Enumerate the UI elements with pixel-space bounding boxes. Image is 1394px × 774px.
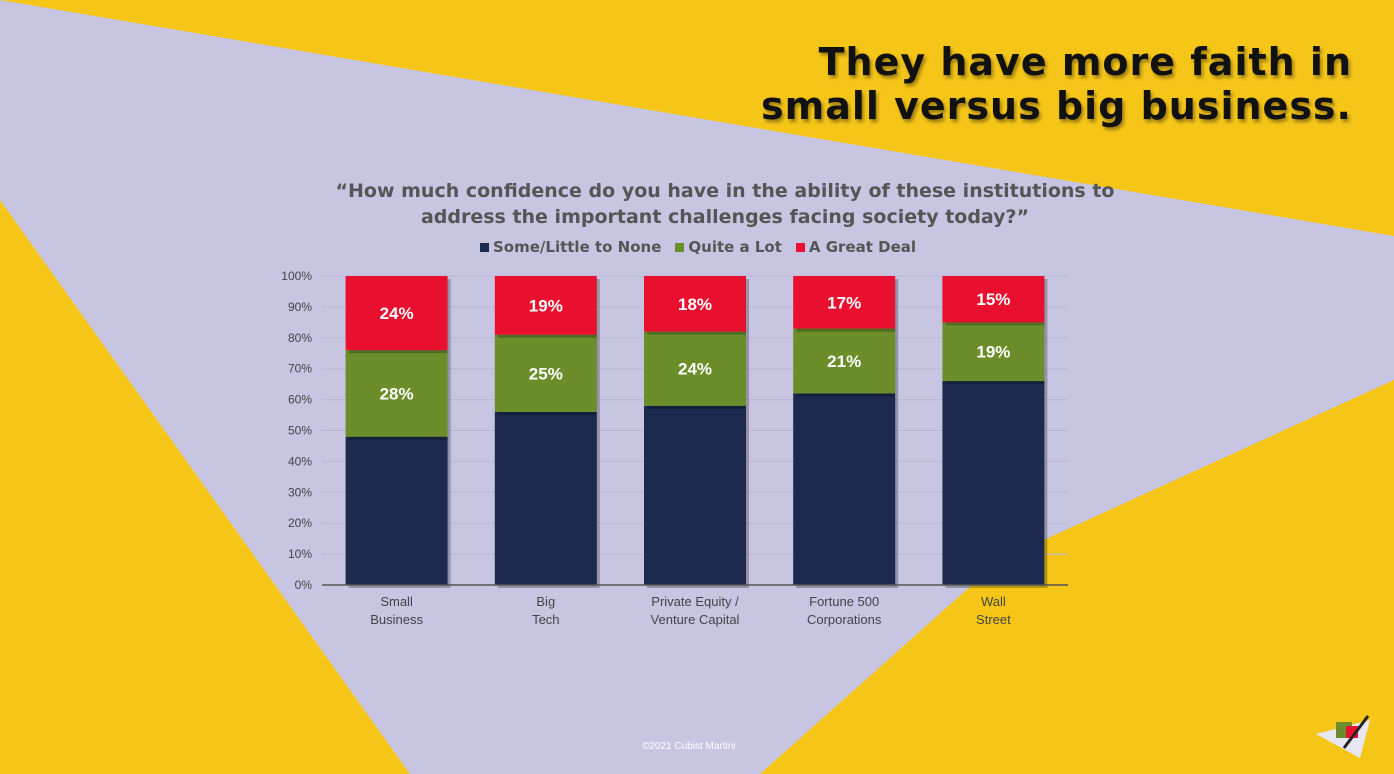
legend-label: Some/Little to None: [493, 238, 662, 256]
bar-segment-1: [942, 322, 1045, 382]
headline-line-1: They have more faith in: [818, 40, 1352, 84]
data-label: 28%: [380, 384, 414, 403]
x-tick-label: Tech: [532, 612, 559, 627]
y-tick-label: 50%: [288, 424, 312, 438]
data-label: 15%: [976, 290, 1010, 309]
data-label: 18%: [678, 295, 712, 314]
data-label: 19%: [529, 296, 563, 315]
x-tick-label: Venture Capital: [651, 612, 740, 627]
legend-swatch: [675, 242, 685, 252]
x-tick-label: Private Equity /: [651, 594, 739, 609]
bar-segment-0: [345, 436, 448, 585]
data-label: 17%: [827, 293, 861, 312]
y-tick-label: 70%: [288, 362, 312, 376]
slide-headline: They have more faith in small versus big…: [652, 40, 1352, 128]
bar-segment-2: [942, 276, 1045, 323]
y-tick-label: 30%: [288, 485, 312, 499]
copyright-text: ©2021 Cubist Martini: [642, 741, 736, 752]
data-label: 24%: [678, 360, 712, 379]
chart-title-line-2: address the important challenges facing …: [420, 206, 1030, 228]
legend-swatch: [795, 242, 805, 252]
chart-legend: Some/Little to None Quite a Lot A Great De…: [480, 238, 916, 256]
chart-title: “How much confidence do you have in the …: [280, 178, 1170, 230]
legend-item-1: Quite a Lot: [675, 238, 782, 256]
bar-segment-1: [494, 334, 597, 412]
bar-segment-2: [345, 276, 448, 351]
headline-line-2: small versus big business.: [761, 84, 1352, 128]
chart-title-line-1: “How much confidence do you have in the …: [335, 180, 1115, 202]
data-label: 21%: [827, 352, 861, 371]
y-tick-label: 80%: [288, 331, 312, 345]
legend-swatch: [480, 242, 489, 252]
y-tick-label: 60%: [288, 393, 312, 407]
bar-segment-1: [793, 328, 896, 394]
bar-segment-2: [644, 276, 746, 332]
bar-segment-0: [644, 405, 746, 585]
y-tick-label: 100%: [281, 269, 312, 283]
data-label: 25%: [529, 364, 563, 383]
legend-label: A Great Deal: [808, 238, 917, 256]
legend-label: Quite a Lot: [688, 238, 782, 256]
y-tick-label: 40%: [288, 454, 312, 468]
y-tick-label: 20%: [288, 516, 312, 530]
cubist-martini-logo: [1316, 715, 1370, 758]
bar-segment-0: [793, 393, 896, 585]
legend-item-0: Some/Little to None: [480, 238, 661, 256]
bar-segment-0: [942, 381, 1045, 585]
y-tick-label: 90%: [288, 300, 312, 314]
x-tick-label: Wall: [981, 594, 1006, 609]
x-tick-label: Fortune 500: [809, 594, 879, 609]
bar-segment-0: [494, 411, 597, 585]
y-tick-label: 0%: [295, 578, 313, 592]
bar-segment-1: [644, 331, 746, 406]
y-tick-label: 10%: [288, 547, 312, 561]
bar-segment-1: [345, 350, 448, 437]
x-tick-label: Big: [536, 594, 555, 609]
x-tick-label: Business: [370, 612, 423, 627]
x-tick-label: Small: [380, 594, 413, 609]
data-label: 19%: [976, 343, 1010, 362]
bar-segment-2: [793, 276, 896, 329]
bar-segment-2: [494, 276, 597, 335]
data-label: 24%: [380, 304, 414, 323]
x-tick-label: Corporations: [807, 612, 882, 627]
x-tick-label: Street: [976, 612, 1011, 627]
legend-item-2: A Great Deal: [795, 238, 917, 256]
